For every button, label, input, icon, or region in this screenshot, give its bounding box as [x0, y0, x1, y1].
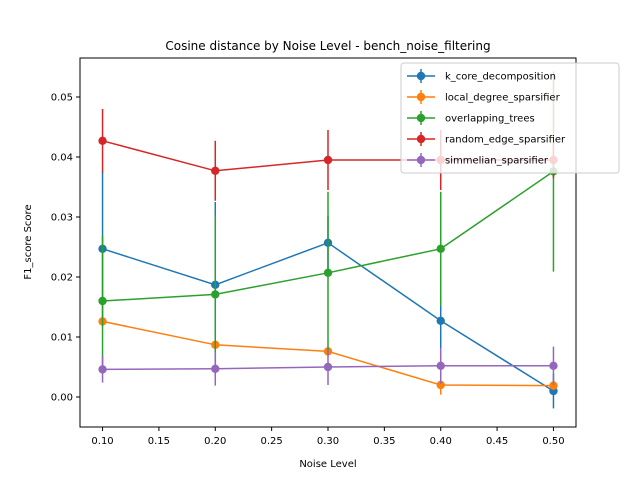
data-point	[436, 380, 445, 390]
x-tick-label: 0.10	[91, 436, 113, 447]
data-point	[436, 316, 445, 325]
legend: k_core_decomposition local_degree_sparsif…	[400, 62, 620, 174]
legend-label: random_edge_sparsifier	[445, 135, 566, 146]
legend-marker	[416, 134, 426, 144]
data-point	[549, 381, 558, 390]
data-point	[211, 290, 220, 299]
x-tick-label: 0.20	[204, 436, 226, 447]
y-axis-label: F1_score Score	[23, 204, 34, 279]
data-point	[323, 362, 333, 372]
chart-title: Cosine distance by Noise Level - bench_n…	[165, 39, 490, 53]
y-tick-label: 0.05	[51, 93, 73, 104]
legend-entry: random_edge_sparsifier	[407, 132, 566, 146]
legend-entry: overlapping_trees	[407, 111, 535, 125]
legend-marker	[416, 71, 426, 81]
legend-marker	[416, 92, 426, 102]
data-point	[436, 244, 445, 253]
y-tick-label: 0.01	[51, 333, 73, 344]
legend-marker	[416, 113, 426, 123]
y-tick-label: 0.04	[51, 153, 73, 164]
legend-entry: k_core_decomposition	[407, 69, 556, 83]
y-tick-label: 0.02	[51, 273, 73, 284]
legend-label: simmelian_sparsifier	[445, 156, 549, 167]
x-tick-label: 0.25	[261, 436, 283, 447]
y-tick-label: 0.03	[51, 213, 73, 224]
data-point	[211, 166, 220, 175]
legend-label: overlapping_trees	[445, 114, 535, 125]
data-point	[436, 361, 445, 370]
x-axis-label: Noise Level	[299, 459, 356, 470]
y-axis-ticks: 0.00 0.01 0.02 0.03 0.04 0.05	[51, 93, 80, 404]
legend-label: local_degree_sparsifier	[445, 93, 561, 104]
x-tick-label: 0.50	[542, 436, 564, 447]
x-tick-label: 0.15	[148, 436, 170, 447]
data-point	[211, 364, 220, 373]
legend-marker	[416, 155, 426, 165]
data-point	[98, 296, 107, 306]
y-tick-label: 0.00	[51, 393, 73, 404]
x-tick-label: 0.30	[317, 436, 339, 447]
x-tick-label: 0.35	[373, 436, 395, 447]
data-point	[323, 155, 333, 165]
data-point	[98, 365, 107, 374]
legend-label: k_core_decomposition	[445, 72, 556, 83]
x-tick-label: 0.45	[486, 436, 508, 447]
x-tick-label: 0.40	[430, 436, 452, 447]
legend-entry: local_degree_sparsifier	[407, 90, 561, 104]
legend-entry: simmelian_sparsifier	[407, 153, 549, 167]
legend-box	[400, 62, 620, 174]
series-simmelian_sparsifier	[98, 346, 558, 386]
data-point	[323, 268, 333, 277]
data-point	[98, 136, 107, 145]
x-axis-ticks: 0.10 0.15 0.20 0.25 0.30 0.35 0.40 0.45 0.50	[91, 427, 565, 447]
data-point	[549, 361, 558, 370]
